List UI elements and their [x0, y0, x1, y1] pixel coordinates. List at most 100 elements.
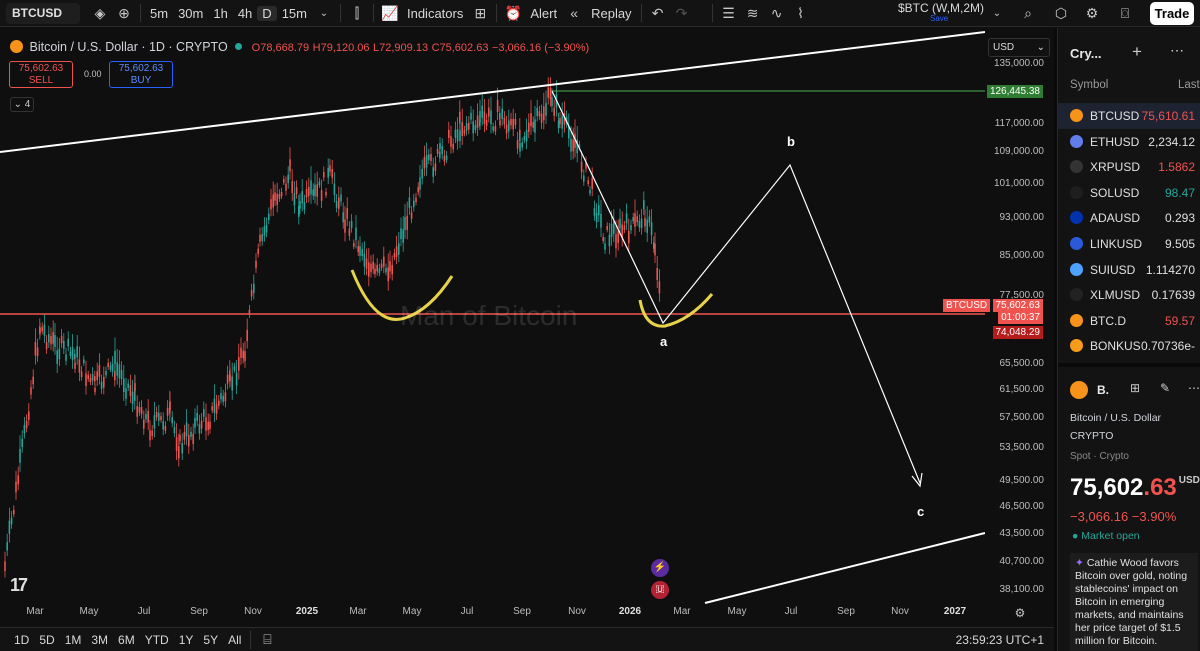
gear-icon[interactable]: ⚙	[1085, 4, 1099, 21]
news-card[interactable]: ✦ Cathie Wood favors Bitcoin over gold, n…	[1070, 553, 1198, 651]
edit-icon[interactable]: ✎	[1160, 381, 1171, 395]
watchlist-row[interactable]: ETHUSD 2,234.12	[1058, 129, 1200, 155]
trade-button[interactable]: Trade	[1150, 2, 1194, 25]
menu-lines-icon[interactable]: ☰	[722, 4, 735, 21]
watchlist-title[interactable]: Cry...	[1070, 46, 1102, 61]
interval-15m[interactable]: 15m	[281, 5, 307, 21]
coin-logo-icon	[1070, 160, 1083, 174]
watchlist-row[interactable]: BTCUSD 75,610.61	[1058, 103, 1200, 129]
undo-icon[interactable]: ↶	[651, 4, 664, 21]
watchlist-symbol: ETHUSD	[1090, 134, 1140, 149]
chevron-down-icon[interactable]: ⌄	[319, 7, 329, 19]
diamond-icon[interactable]: ◈	[94, 4, 106, 21]
candle-body	[220, 393, 222, 400]
range-3m[interactable]: 3M	[91, 632, 109, 647]
settings-hex-icon[interactable]: ⬡	[1054, 4, 1068, 21]
indicators-button[interactable]: Indicators	[406, 5, 464, 21]
grid-icon[interactable]: ⊞	[1130, 381, 1141, 395]
save-link[interactable]: Save	[930, 14, 949, 23]
right-panel: Cry... + ⋯ Symbol Last BTCUSD 75,610.61 ET…	[1057, 28, 1200, 651]
settings-icon[interactable]: ⚙	[1014, 606, 1026, 620]
col-symbol[interactable]: Symbol	[1070, 79, 1109, 91]
range-6m[interactable]: 6M	[118, 632, 135, 647]
range-all[interactable]: All	[228, 632, 242, 647]
replay-button[interactable]: Replay	[591, 5, 632, 21]
us-flag-event-icon[interactable]: 🇺	[651, 581, 669, 599]
tradingview-logo[interactable]: 17	[10, 575, 28, 595]
interval-1h[interactable]: 1h	[213, 5, 228, 21]
range-ytd[interactable]: YTD	[144, 632, 169, 647]
upper-trendline	[0, 31, 986, 153]
more-icon[interactable]: ⋯	[1188, 381, 1200, 395]
redo-icon[interactable]: ↷	[675, 4, 688, 21]
symbol-search[interactable]: BTCUSD	[6, 2, 80, 24]
chart-pane[interactable]: Bitcoin / U.S. Dollar · 1D · CRYPTO O78,…	[0, 28, 1054, 626]
timezone-clock[interactable]: 23:59:23 UTC+1	[955, 633, 1044, 647]
watchlist-row[interactable]: SOLUSD 98.47	[1058, 180, 1200, 206]
layouts-icon[interactable]: ⊞	[474, 4, 487, 21]
time-axis[interactable]: Mar May Jul Sep Nov 2025 Mar May Jul Sep…	[0, 600, 1025, 626]
indicators-toggle[interactable]: ⌄ 4	[10, 97, 34, 112]
candle-body	[80, 371, 83, 377]
wave-label-b[interactable]: b	[787, 134, 795, 149]
watchlist-row[interactable]: BTC.D 59.57	[1058, 308, 1200, 334]
watchlist-row[interactable]: BONKUS 0.70736e-	[1058, 333, 1200, 359]
rewind-icon[interactable]: «	[570, 5, 578, 21]
indicators-icon[interactable]: 📈	[381, 4, 399, 21]
candle-body	[134, 383, 136, 391]
candle-body	[329, 165, 331, 172]
lightning-event-icon[interactable]: ⚡	[651, 559, 669, 577]
calendar-range-icon[interactable]: ⌸	[263, 631, 272, 647]
currency-select[interactable]: USD ⌄	[988, 38, 1050, 57]
candle-body	[600, 213, 602, 228]
candle-body	[361, 249, 363, 257]
range-5d[interactable]: 5D	[39, 632, 55, 647]
alarm-icon[interactable]: ⏰	[504, 4, 523, 21]
candle-body	[89, 377, 92, 383]
candle-body	[374, 268, 376, 275]
candle-body	[630, 225, 632, 231]
watchlist-row[interactable]: LINKUSD 9.505	[1058, 231, 1200, 257]
range-1m[interactable]: 1M	[64, 632, 82, 647]
interval-30m[interactable]: 30m	[178, 5, 204, 21]
add-symbol-icon[interactable]: ⊕	[118, 4, 130, 21]
candle-body	[25, 421, 28, 428]
candle-body	[34, 341, 37, 356]
price-axis[interactable]: 135,000.00 117,000.00 109,000.00 101,000…	[985, 28, 1054, 600]
watchlist-row[interactable]: SUIUSD 1.114270	[1058, 257, 1200, 283]
script-title[interactable]: $BTC (W,M,2M)	[898, 1, 984, 15]
wave-tool-icon[interactable]: ∿	[770, 4, 783, 21]
interval-5m[interactable]: 5m	[150, 5, 169, 21]
chevron-down-icon[interactable]: ⌄	[992, 7, 1002, 19]
interval-d[interactable]: D	[257, 5, 277, 21]
interval-4h[interactable]: 4h	[237, 5, 253, 21]
alert-button[interactable]: Alert	[530, 5, 558, 21]
buy-button[interactable]: 75,602.63 BUY	[109, 61, 173, 88]
coin-logo-icon	[1070, 313, 1083, 327]
candle-body	[87, 374, 89, 380]
col-last[interactable]: Last	[1178, 79, 1200, 91]
candles-icon[interactable]: ⫿	[354, 4, 360, 21]
drawing-tools-icon[interactable]: ≋	[746, 4, 759, 21]
search-icon[interactable]: ⌕	[1024, 4, 1032, 21]
range-5y[interactable]: 5Y	[203, 632, 219, 647]
watchlist-row[interactable]: ADAUSD 0.293	[1058, 205, 1200, 231]
candle-body	[41, 326, 43, 332]
candle-body	[623, 225, 626, 231]
watchlist-row[interactable]: XLMUSD 0.17639	[1058, 282, 1200, 308]
camera-icon[interactable]: ⌼	[1120, 4, 1130, 21]
watchlist-row[interactable]: XRPUSD 1.5862	[1058, 154, 1200, 180]
range-1d[interactable]: 1D	[14, 632, 30, 647]
wave-label-a[interactable]: a	[660, 334, 668, 349]
candle-body	[459, 111, 461, 124]
symbol-details: B. ⊞ ✎ ⋯ Bitcoin / U.S. Dollar CRYPTO Sp…	[1058, 363, 1200, 651]
wave-label-c[interactable]: c	[917, 504, 925, 519]
add-icon[interactable]: +	[1132, 42, 1142, 61]
details-full-name[interactable]: Bitcoin / U.S. Dollar	[1070, 412, 1162, 424]
sell-button[interactable]: 75,602.63 SELL	[9, 61, 73, 88]
candle-body	[69, 351, 72, 356]
panel-splitter[interactable]	[1054, 28, 1057, 651]
abc-wave-icon[interactable]: ⌇	[797, 4, 804, 21]
range-1y[interactable]: 1Y	[178, 632, 194, 647]
more-icon[interactable]: ⋯	[1170, 42, 1184, 58]
